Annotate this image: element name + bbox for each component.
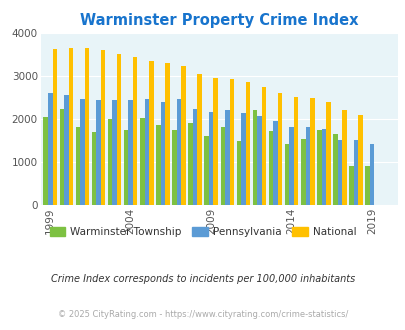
- Bar: [252, 110, 257, 205]
- Bar: [100, 50, 105, 205]
- Bar: [165, 63, 169, 205]
- Bar: [68, 48, 73, 205]
- Title: Warminster Property Crime Index: Warminster Property Crime Index: [80, 13, 358, 28]
- Bar: [333, 134, 337, 205]
- Bar: [176, 100, 181, 205]
- Bar: [133, 57, 137, 205]
- Bar: [124, 129, 128, 205]
- Bar: [204, 136, 209, 205]
- Bar: [236, 141, 241, 205]
- Bar: [316, 129, 321, 205]
- Bar: [117, 53, 121, 205]
- Bar: [52, 49, 57, 205]
- Text: Crime Index corresponds to incidents per 100,000 inhabitants: Crime Index corresponds to incidents per…: [51, 274, 354, 284]
- Legend: Warminster Township, Pennsylvania, National: Warminster Township, Pennsylvania, Natio…: [45, 223, 360, 242]
- Bar: [112, 100, 117, 205]
- Bar: [337, 140, 341, 205]
- Bar: [229, 79, 233, 205]
- Bar: [289, 126, 293, 205]
- Bar: [48, 93, 52, 205]
- Bar: [224, 110, 229, 205]
- Bar: [213, 78, 217, 205]
- Bar: [325, 103, 330, 205]
- Bar: [64, 95, 68, 205]
- Bar: [75, 127, 80, 205]
- Bar: [268, 131, 273, 205]
- Bar: [364, 166, 369, 205]
- Bar: [369, 144, 373, 205]
- Bar: [341, 110, 346, 205]
- Bar: [80, 99, 85, 205]
- Bar: [357, 115, 362, 205]
- Bar: [96, 100, 100, 205]
- Bar: [172, 129, 176, 205]
- Bar: [300, 139, 305, 205]
- Bar: [309, 98, 314, 205]
- Bar: [144, 99, 149, 205]
- Bar: [353, 140, 357, 205]
- Bar: [257, 116, 261, 205]
- Bar: [220, 127, 224, 205]
- Bar: [188, 123, 192, 205]
- Bar: [348, 166, 353, 205]
- Bar: [92, 132, 96, 205]
- Bar: [43, 116, 48, 205]
- Bar: [241, 113, 245, 205]
- Bar: [156, 125, 160, 205]
- Bar: [128, 100, 133, 205]
- Bar: [305, 127, 309, 205]
- Bar: [181, 66, 185, 205]
- Bar: [284, 144, 289, 205]
- Bar: [192, 109, 197, 205]
- Bar: [321, 129, 325, 205]
- Bar: [261, 86, 266, 205]
- Bar: [245, 82, 249, 205]
- Bar: [209, 112, 213, 205]
- Bar: [85, 49, 89, 205]
- Bar: [197, 74, 201, 205]
- Bar: [140, 117, 144, 205]
- Text: © 2025 CityRating.com - https://www.cityrating.com/crime-statistics/: © 2025 CityRating.com - https://www.city…: [58, 310, 347, 319]
- Bar: [160, 102, 165, 205]
- Bar: [277, 93, 281, 205]
- Bar: [273, 120, 277, 205]
- Bar: [149, 61, 153, 205]
- Bar: [108, 119, 112, 205]
- Bar: [60, 109, 64, 205]
- Bar: [293, 97, 298, 205]
